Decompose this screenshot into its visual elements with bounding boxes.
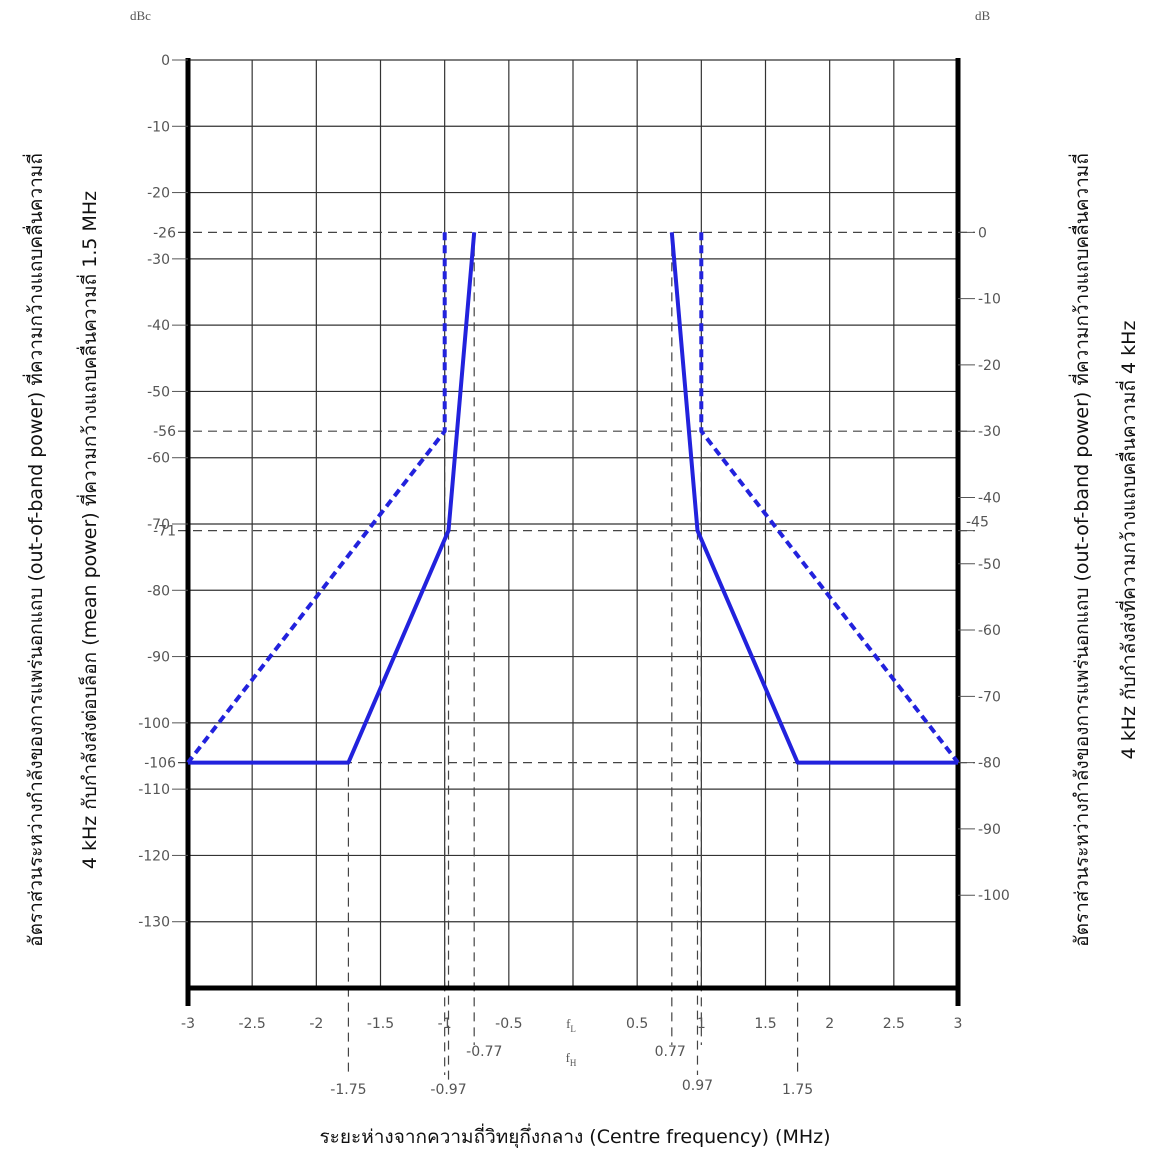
- y-left-tick-label: -70: [147, 517, 170, 533]
- y-left-tick-label: -100: [138, 716, 170, 732]
- x-marker-label: -0.77: [466, 1044, 502, 1060]
- y-left-special-label: -71: [153, 524, 176, 540]
- y-left-tick-label: -30: [147, 252, 170, 268]
- mask-line-dashed: [699, 232, 960, 764]
- x-center-label-fh: fH: [566, 1050, 577, 1068]
- mask-line-dashed: [186, 232, 447, 764]
- y-right-tick-label: 0: [978, 225, 987, 241]
- x-center-subscript-h: H: [570, 1058, 577, 1068]
- y-left-special-label: -26: [153, 225, 176, 241]
- y-left-special-label: -106: [144, 756, 176, 772]
- y-right-label-line1: อัตราส่วนระหว่างกำลังของการแพร่นอกแถบ (o…: [1068, 153, 1093, 947]
- y-left-tick-label: -110: [138, 782, 170, 798]
- x-tick-label: 2: [825, 1016, 834, 1032]
- x-tick-label: 2.5: [883, 1016, 905, 1032]
- y-left-tick-label: -20: [147, 186, 170, 202]
- y-right-tick-label: -60: [978, 623, 1001, 639]
- x-tick-label: -3: [181, 1016, 195, 1032]
- mask-line-solid: [669, 232, 958, 765]
- y-left-tick-label: -50: [147, 384, 170, 400]
- y-left-tick-label: -90: [147, 650, 170, 666]
- series: [186, 232, 960, 765]
- x-tick-label: 1: [697, 1016, 706, 1032]
- x-tick-label: -2: [309, 1016, 323, 1032]
- y-right-tick-label: -70: [978, 689, 1001, 705]
- y-right-tick-label: -100: [978, 888, 1010, 904]
- y-left-tick-label: -120: [138, 848, 170, 864]
- x-marker-label: 0.77: [655, 1044, 686, 1060]
- y-right-tick-label: -40: [978, 490, 1001, 506]
- y-left-tick-label: -80: [147, 583, 170, 599]
- x-tick-label: -1: [438, 1016, 452, 1032]
- y-right-tick-label: -45: [966, 515, 989, 531]
- y-right-tick-label: -80: [978, 756, 1001, 772]
- y-right-tick-label: -50: [978, 557, 1001, 573]
- y-right-unit: dB: [975, 8, 991, 23]
- x-tick-label: 3: [954, 1016, 963, 1032]
- x-center-subscript-l: L: [570, 1024, 576, 1034]
- x-center-label-fl: fL: [566, 1016, 576, 1034]
- horizontal-reference-lines: [178, 231, 975, 764]
- x-axis-title: ระยะห่างจากความถี่วิทยุกึ่งกลาง (Centre …: [319, 1123, 830, 1149]
- y-right-label-line2: 4 kHz กับกำลังส่งที่ความกว้างแถบคลื่นควา…: [1115, 321, 1140, 760]
- x-tick-label: 0.5: [626, 1016, 648, 1032]
- x-marker-label: -0.97: [430, 1082, 466, 1098]
- grid: [187, 59, 959, 988]
- x-tick-label: -2.5: [239, 1016, 266, 1032]
- y-left-unit: dBc: [130, 8, 151, 23]
- y-right-tick-label: -20: [978, 358, 1001, 374]
- axes: [172, 58, 975, 1006]
- y-left-tick-label: -10: [147, 119, 170, 135]
- tick-labels: 0-10-20-30-40-50-60-70-80-90-100-110-120…: [138, 53, 1010, 1098]
- x-tick-label: -1.5: [367, 1016, 394, 1032]
- y-left-tick-label: -40: [147, 318, 170, 334]
- x-tick-label: -0.5: [495, 1016, 522, 1032]
- y-right-tick-label: -90: [978, 822, 1001, 838]
- y-right-tick-label: -30: [978, 424, 1001, 440]
- x-tick-label: 1.5: [754, 1016, 776, 1032]
- y-left-tick-label: 0: [161, 53, 170, 69]
- y-left-special-label: -56: [153, 424, 176, 440]
- x-marker-label: 0.97: [682, 1078, 713, 1094]
- y-left-label-line2: 4 kHz กับกำลังส่งต่อบล็อก (mean power) ท…: [76, 191, 101, 869]
- y-right-tick-label: -10: [978, 292, 1001, 308]
- x-marker-label: -1.75: [330, 1082, 366, 1098]
- x-marker-label: 1.75: [782, 1082, 813, 1098]
- y-left-label-line1: อัตราส่วนระหว่างกำลังของการแพร่นอกแถบ (o…: [22, 153, 47, 947]
- mask-line-solid: [188, 232, 477, 765]
- y-left-tick-label: -130: [138, 915, 170, 931]
- y-left-tick-label: -60: [147, 451, 170, 467]
